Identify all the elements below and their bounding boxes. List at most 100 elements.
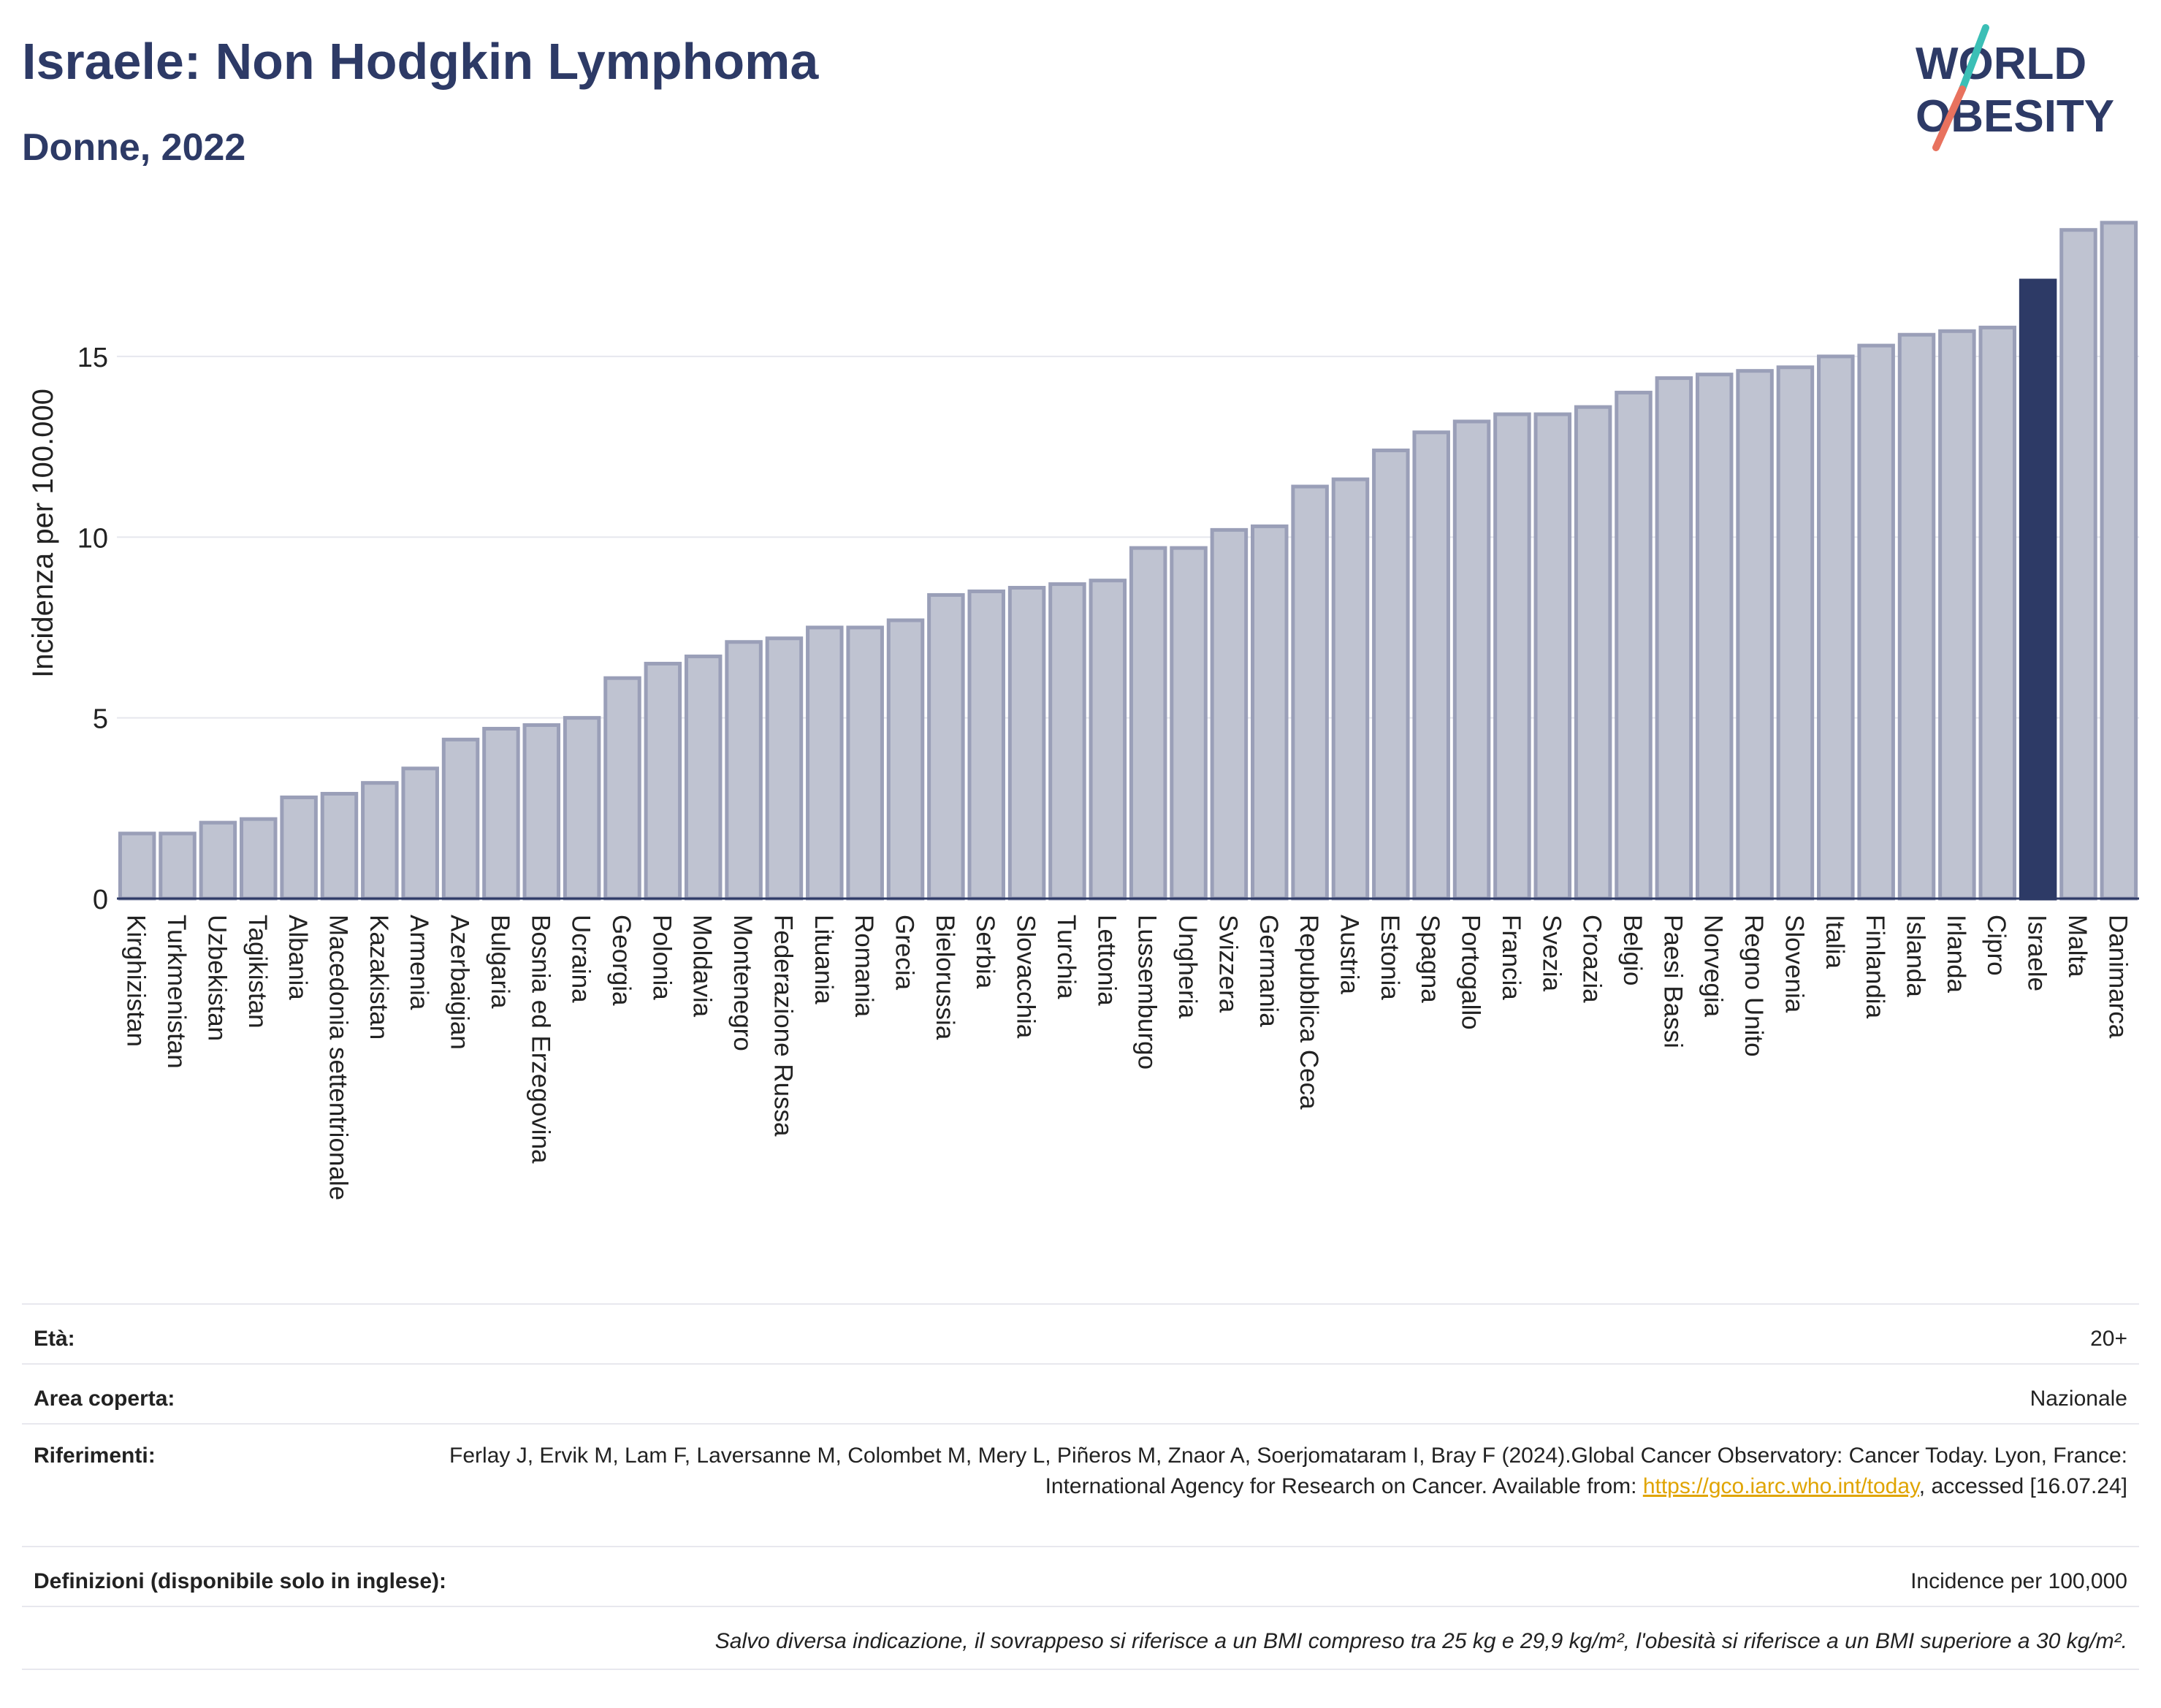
bar[interactable]	[240, 817, 278, 901]
x-tick-label: Albania	[283, 915, 312, 1000]
bar[interactable]	[1817, 354, 1855, 901]
bar[interactable]	[1007, 586, 1046, 901]
bar[interactable]	[199, 820, 237, 901]
x-tick-label: Irlanda	[1942, 915, 1970, 994]
x-tick-label: Svezia	[1537, 915, 1566, 992]
bar[interactable]	[967, 589, 1005, 901]
x-tick-label: Kirghizistan	[122, 915, 150, 1047]
bar[interactable]	[644, 661, 682, 901]
bar[interactable]	[1574, 405, 1612, 901]
bar[interactable]	[522, 723, 561, 901]
age-label: Età:	[34, 1327, 75, 1351]
x-tick-label: Federazione Russa	[769, 915, 797, 1137]
x-tick-label: Islanda	[1902, 915, 1930, 997]
bar[interactable]	[1978, 325, 2016, 901]
info-row-age: Età: 20+	[22, 1303, 2139, 1365]
bar[interactable]	[361, 781, 399, 901]
y-tick-labels: 0 5 10 15	[77, 343, 108, 915]
bar[interactable]	[320, 792, 359, 901]
bar[interactable]	[1533, 412, 1572, 901]
x-tick-label: Polonia	[647, 915, 676, 1000]
bar[interactable]	[1493, 412, 1531, 901]
bars	[118, 221, 2138, 901]
bar[interactable]	[563, 716, 601, 901]
x-tick-label: Ucraina	[567, 915, 595, 1003]
area-value: Nazionale	[2029, 1387, 2127, 1411]
x-tick-label: Danimarca	[2103, 915, 2132, 1039]
bar[interactable]	[441, 737, 480, 901]
x-tick-label: Portogallo	[1457, 915, 1485, 1030]
bar[interactable]	[1736, 369, 1774, 901]
x-tick-label: Slovenia	[1780, 915, 1808, 1013]
area-label: Area coperta:	[34, 1387, 175, 1411]
references-link[interactable]: https://gco.iarc.who.int/today	[1642, 1474, 1919, 1498]
bar[interactable]	[159, 831, 197, 901]
references-value: Ferlay J, Ervik M, Lam F, Laversanne M, …	[447, 1441, 2127, 1502]
bar[interactable]	[603, 676, 641, 901]
x-tick-label: Repubblica Ceca	[1295, 915, 1323, 1110]
x-tick-label: Azerbaigian	[446, 915, 474, 1050]
y-tick-label: 15	[77, 343, 108, 373]
x-tick-label: Lituania	[809, 915, 838, 1004]
x-tick-label: Regno Unito	[1739, 915, 1768, 1057]
chart-title: Israele: Non Hodgkin Lymphoma	[22, 33, 819, 90]
bar[interactable]	[482, 726, 520, 901]
bar[interactable]	[2019, 278, 2057, 901]
x-tick-label: Italia	[1821, 915, 1849, 969]
bar[interactable]	[118, 831, 156, 901]
x-tick-label: Lussemburgo	[1133, 915, 1162, 1070]
x-tick-label: Grecia	[891, 915, 919, 991]
bar-chart: 0 5 10 15 Kirghizistan Turkmenistan Uzbekista…	[27, 221, 2139, 1200]
bar[interactable]	[1938, 329, 1976, 901]
bar[interactable]	[1170, 546, 1208, 901]
bar[interactable]	[927, 592, 965, 901]
bar[interactable]	[1695, 373, 1734, 901]
bar[interactable]	[1857, 343, 1895, 901]
bar[interactable]	[1089, 579, 1127, 901]
bar[interactable]	[1331, 477, 1370, 901]
bar[interactable]	[2059, 228, 2097, 901]
age-value: 20+	[2090, 1327, 2127, 1351]
x-tick-label: Turkmenistan	[162, 915, 191, 1069]
info-row-references: Riferimenti: Ferlay J, Ervik M, Lam F, L…	[22, 1423, 2139, 1547]
bar[interactable]	[725, 640, 763, 901]
bar[interactable]	[2100, 221, 2138, 901]
bar[interactable]	[1048, 582, 1086, 901]
bar[interactable]	[1615, 390, 1653, 901]
info-row-note: Salvo diversa indicazione, il sovrappeso…	[22, 1606, 2139, 1670]
x-tick-label: Turchia	[1052, 915, 1080, 999]
x-tick-label: Tagikistan	[243, 915, 272, 1029]
bar[interactable]	[1372, 449, 1410, 901]
x-tick-label: Malta	[2063, 915, 2092, 977]
bar[interactable]	[684, 655, 723, 901]
bar[interactable]	[1291, 484, 1329, 901]
bar[interactable]	[401, 766, 439, 901]
x-tick-label: Bielorussia	[931, 915, 959, 1040]
x-tick-label: Kazakistan	[365, 915, 393, 1040]
bar[interactable]	[1412, 430, 1450, 901]
y-axis-label: Incidenza per 100.000	[27, 389, 59, 678]
x-tick-label: Germania	[1254, 915, 1283, 1027]
x-tick-label: Croazia	[1578, 915, 1607, 1003]
bar[interactable]	[1897, 332, 1936, 901]
x-tick-label: Romania	[850, 915, 878, 1018]
x-tick-label: Moldavia	[688, 915, 717, 1018]
y-tick-label: 5	[93, 704, 108, 735]
bar[interactable]	[1452, 419, 1491, 901]
x-tick-label: Estonia	[1376, 915, 1404, 1000]
footnote: Salvo diversa indicazione, il sovrappeso…	[714, 1629, 2127, 1653]
bar[interactable]	[1776, 365, 1815, 901]
bar[interactable]	[1251, 524, 1289, 901]
bar[interactable]	[806, 625, 844, 901]
bar[interactable]	[1655, 376, 1693, 901]
bar[interactable]	[886, 618, 925, 901]
bar[interactable]	[1129, 546, 1167, 901]
bar[interactable]	[765, 636, 804, 901]
x-tick-label: Montenegro	[728, 915, 757, 1051]
x-tick-label: Paesi Bassi	[1658, 915, 1687, 1048]
x-tick-label: Georgia	[607, 915, 636, 1006]
x-tick-label: Uzbekistan	[202, 915, 231, 1041]
bar[interactable]	[1210, 527, 1249, 901]
bar[interactable]	[846, 625, 884, 901]
bar[interactable]	[280, 795, 318, 901]
